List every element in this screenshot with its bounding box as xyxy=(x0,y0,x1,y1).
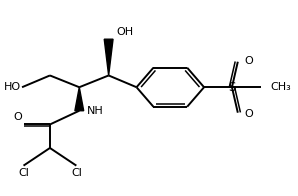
Text: NH: NH xyxy=(87,106,103,116)
Text: OH: OH xyxy=(116,27,133,37)
Text: Cl: Cl xyxy=(71,168,82,178)
Text: HO: HO xyxy=(4,82,21,92)
Text: O: O xyxy=(13,113,22,122)
Text: Cl: Cl xyxy=(18,168,29,178)
Text: O: O xyxy=(244,109,253,119)
Text: S: S xyxy=(228,81,236,94)
Text: O: O xyxy=(244,56,253,66)
Polygon shape xyxy=(104,39,113,75)
Polygon shape xyxy=(75,87,84,111)
Text: CH₃: CH₃ xyxy=(270,82,291,92)
